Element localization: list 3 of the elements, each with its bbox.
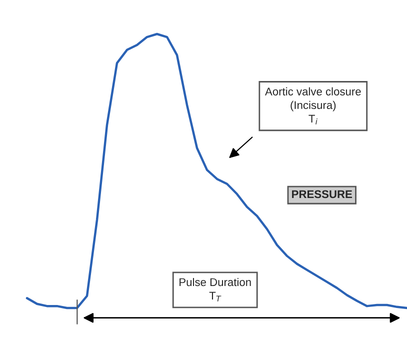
annotation: PRESSURE bbox=[292, 190, 352, 198]
annotation: Pulse Duration T$_{T}$ bbox=[180, 278, 251, 302]
annotation: Aortic valve closure (Incisura) T$_{i}$ bbox=[265, 87, 361, 124]
